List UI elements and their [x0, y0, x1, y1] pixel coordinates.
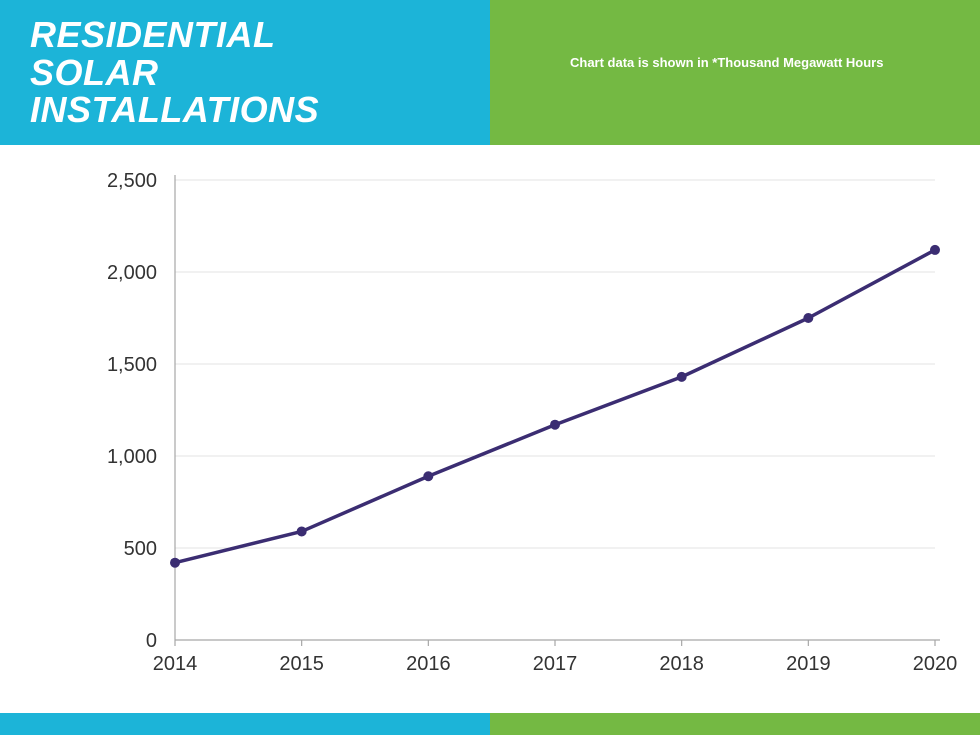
- x-tick-label: 2018: [659, 653, 704, 675]
- y-tick-label: 2,500: [107, 170, 157, 192]
- y-tick-label: 0: [146, 630, 157, 652]
- footer-right: [490, 713, 980, 735]
- chart-area: 0 500 1,000 1,500 2,000 2,500 2014 2015 2016 2017…: [0, 150, 980, 710]
- x-tick-label: 2016: [406, 653, 451, 675]
- y-tick-label: 1,500: [107, 354, 157, 376]
- x-tick-label: 2015: [279, 653, 324, 675]
- x-tick-label: 2014: [153, 653, 198, 675]
- header-left-panel: RESIDENTIALSOLARINSTALLATIONS: [0, 0, 490, 145]
- y-tick-label: 500: [124, 538, 157, 560]
- x-tick-label: 2019: [786, 653, 831, 675]
- data-point: [297, 526, 307, 536]
- page-title: RESIDENTIALSOLARINSTALLATIONS: [30, 16, 319, 129]
- data-point: [803, 313, 813, 323]
- line-chart: 0 500 1,000 1,500 2,000 2,500 2014 2015 2016 2017…: [0, 150, 980, 710]
- footer-left: [0, 713, 490, 735]
- y-tick-label: 1,000: [107, 446, 157, 468]
- header: RESIDENTIALSOLARINSTALLATIONS Chart data…: [0, 0, 980, 145]
- data-point: [677, 372, 687, 382]
- data-line: [175, 250, 935, 563]
- data-point: [930, 245, 940, 255]
- header-right-panel: Chart data is shown in *Thousand Megawat…: [490, 0, 980, 145]
- x-tick-label: 2017: [533, 653, 578, 675]
- data-point: [170, 558, 180, 568]
- footer: [0, 713, 980, 735]
- y-tick-label: 2,000: [107, 262, 157, 284]
- x-tick-label: 2020: [913, 653, 958, 675]
- chart-subtitle: Chart data is shown in *Thousand Megawat…: [570, 55, 883, 70]
- data-point: [550, 420, 560, 430]
- data-point: [423, 471, 433, 481]
